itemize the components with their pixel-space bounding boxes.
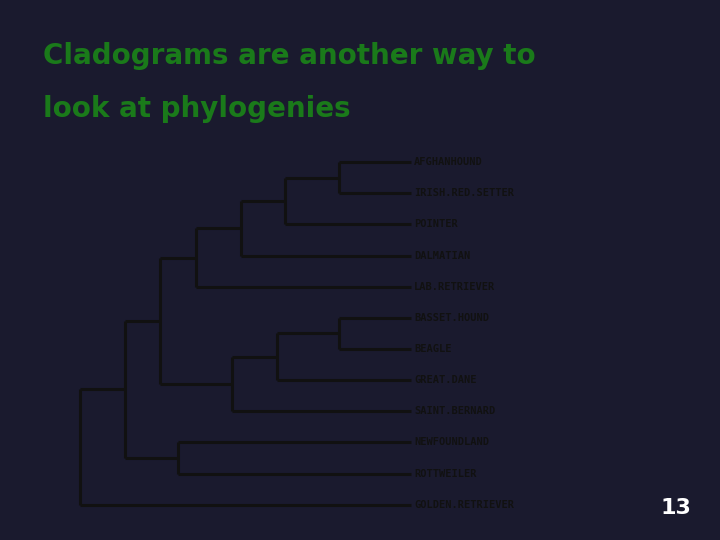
Text: Cladograms are another way to: Cladograms are another way to xyxy=(43,42,536,70)
Text: BASSET.HOUND: BASSET.HOUND xyxy=(414,313,489,323)
Text: IRISH.RED.SETTER: IRISH.RED.SETTER xyxy=(414,188,514,198)
Text: DALMATIAN: DALMATIAN xyxy=(414,251,470,261)
Text: LAB.RETRIEVER: LAB.RETRIEVER xyxy=(414,282,495,292)
Text: BEAGLE: BEAGLE xyxy=(414,344,451,354)
Text: SAINT.BERNARD: SAINT.BERNARD xyxy=(414,406,495,416)
Text: look at phylogenies: look at phylogenies xyxy=(43,95,351,123)
Text: GOLDEN.RETRIEVER: GOLDEN.RETRIEVER xyxy=(414,500,514,510)
Text: AFGHANHOUND: AFGHANHOUND xyxy=(414,157,483,167)
Text: GREAT.DANE: GREAT.DANE xyxy=(414,375,477,385)
Text: 13: 13 xyxy=(660,498,691,518)
Text: POINTER: POINTER xyxy=(414,219,458,230)
Text: NEWFOUNDLAND: NEWFOUNDLAND xyxy=(414,437,489,448)
Text: ROTTWEILER: ROTTWEILER xyxy=(414,469,477,478)
